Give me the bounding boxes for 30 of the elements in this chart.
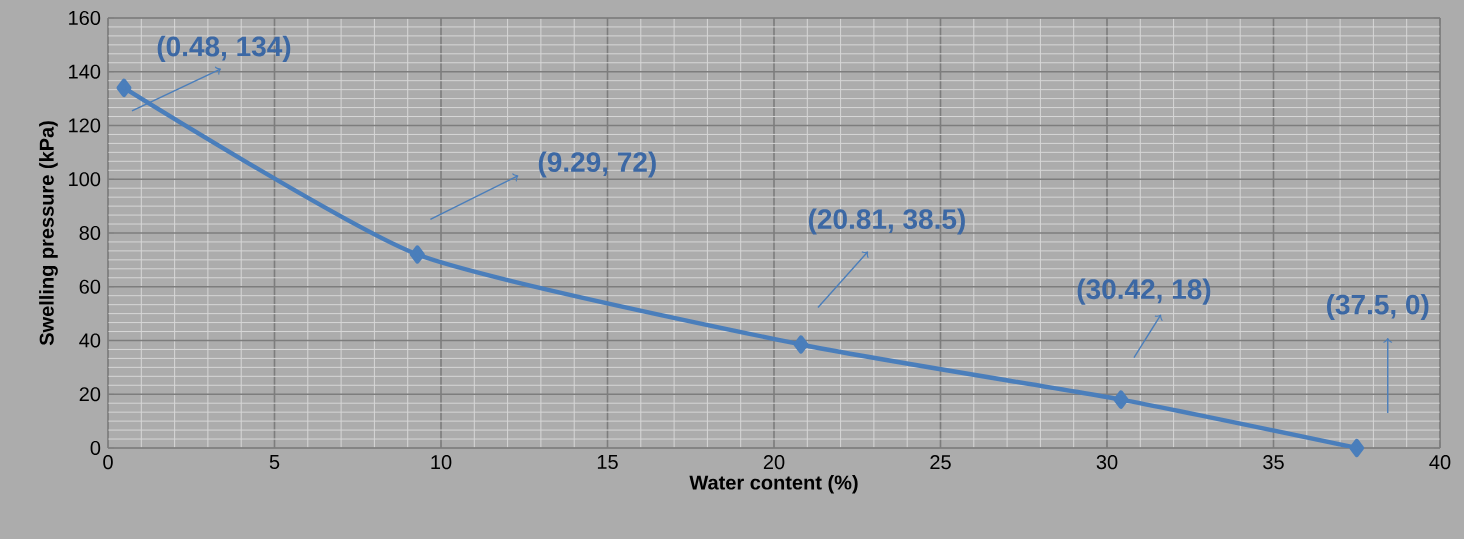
x-tick-label: 10 bbox=[431, 455, 452, 470]
x-tick-label: 0 bbox=[103, 455, 113, 470]
annotation: (37.5, 0) bbox=[1326, 293, 1429, 321]
y-tick-label: 100 bbox=[69, 172, 101, 187]
point bbox=[116, 78, 132, 98]
y-tick-label: 140 bbox=[69, 64, 101, 79]
x-tick-label: 35 bbox=[1263, 455, 1284, 470]
y-tick-label: 80 bbox=[79, 225, 101, 241]
y-tick-label: 160 bbox=[69, 10, 101, 26]
y-tick-label: 60 bbox=[79, 279, 101, 294]
point bbox=[1113, 390, 1129, 409]
x-tick-label: 20 bbox=[763, 455, 785, 470]
annotation: (30.42, 18) bbox=[1077, 278, 1211, 305]
y-tick-label: 20 bbox=[79, 387, 101, 402]
x-tick-label: 15 bbox=[597, 455, 618, 469]
y-tick-label: 120 bbox=[69, 118, 101, 133]
x-tick-label: 5 bbox=[269, 455, 280, 469]
y-tick-label: 0 bbox=[90, 440, 101, 456]
x-axis-title: Water content (%) bbox=[689, 474, 858, 494]
x-tick-label: 25 bbox=[930, 455, 951, 470]
point bbox=[409, 245, 425, 264]
x-tick-label: 40 bbox=[1429, 455, 1451, 470]
annotation: (9.29, 72) bbox=[538, 151, 656, 178]
x-tick-label: 30 bbox=[1096, 455, 1118, 470]
point bbox=[1349, 438, 1365, 458]
y-axis-title: Swelling pressure (kPa) bbox=[39, 121, 58, 346]
y-tick-label: 40 bbox=[79, 333, 101, 348]
annotation: (20.81, 38.5) bbox=[808, 208, 965, 235]
annotation: (0.48, 134) bbox=[157, 35, 291, 62]
point bbox=[793, 335, 809, 354]
